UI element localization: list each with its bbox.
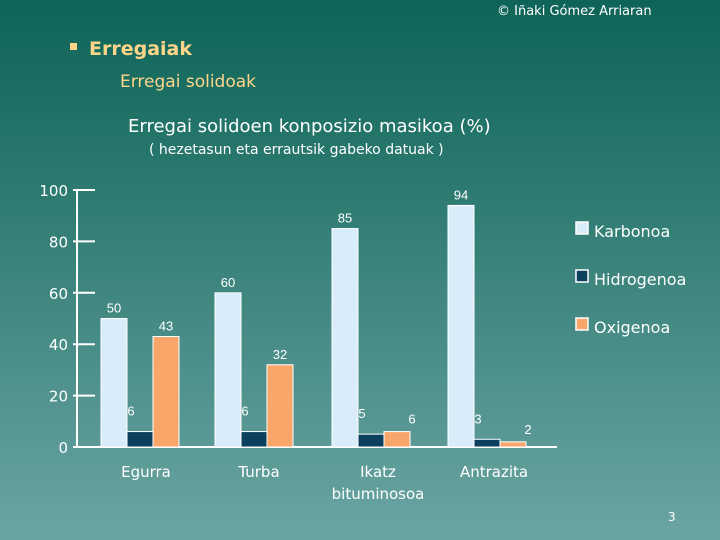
chart-title: Erregai solidoen konposizio masikoa (%) xyxy=(128,116,491,137)
legend-swatch-hidrogenoa xyxy=(575,269,589,283)
y-tick-label: 80 xyxy=(49,233,68,251)
bar-oxigenoa-3 xyxy=(499,441,527,448)
x-tick-label: Antrazita xyxy=(460,463,528,481)
bar-hidrogenoa-1 xyxy=(240,431,268,448)
bar-hidrogenoa-3 xyxy=(473,438,501,448)
legend-label-oxigenoa: Oxigenoa xyxy=(594,318,670,337)
copyright-text: © Iñaki Gómez Arriaran xyxy=(497,4,652,19)
bar-karbonoa-0 xyxy=(100,318,128,448)
data-label: 3 xyxy=(474,411,481,426)
bar-hidrogenoa-0 xyxy=(126,431,154,448)
bar-hidrogenoa-2 xyxy=(357,433,385,448)
y-tick-label: 20 xyxy=(49,388,68,406)
bar-karbonoa-1 xyxy=(214,292,242,448)
bar-oxigenoa-0 xyxy=(152,335,180,448)
x-tick-label: Egurra xyxy=(121,463,171,481)
bar-oxigenoa-1 xyxy=(266,364,294,448)
data-label: 6 xyxy=(127,404,134,419)
x-tick-label: Ikatz xyxy=(360,463,396,481)
data-label: 85 xyxy=(338,211,352,226)
data-label: 6 xyxy=(241,404,248,419)
y-tick-label: 60 xyxy=(49,285,68,303)
chart-subtitle: ( hezetasun eta errautsik gabeko datuak … xyxy=(149,142,444,158)
section-label: Erregaiak xyxy=(89,38,192,60)
y-tick-label: 0 xyxy=(58,439,68,457)
data-label: 60 xyxy=(221,275,235,290)
bar-karbonoa-3 xyxy=(447,204,475,448)
bar-karbonoa-2 xyxy=(331,228,359,448)
page-number: 3 xyxy=(668,510,676,524)
data-label: 32 xyxy=(273,347,287,362)
data-label: 50 xyxy=(107,301,121,316)
legend-label-hidrogenoa: Hidrogenoa xyxy=(594,270,686,289)
section-title: Erregaiak xyxy=(70,38,192,60)
x-tick-label: Turba xyxy=(237,463,279,481)
bar-oxigenoa-2 xyxy=(383,431,411,448)
data-label: 6 xyxy=(408,412,415,427)
x-tick-label: bituminosoa xyxy=(332,485,425,503)
data-label: 43 xyxy=(159,318,173,333)
y-tick-label: 40 xyxy=(49,336,68,354)
y-tick-label: 100 xyxy=(39,182,68,200)
legend-swatch-karbonoa xyxy=(575,221,589,235)
data-label: 94 xyxy=(454,187,468,202)
legend-label-karbonoa: Karbonoa xyxy=(594,222,670,241)
data-label: 2 xyxy=(524,422,531,437)
legend-swatch-oxigenoa xyxy=(575,317,589,331)
subsection-title: Erregai solidoak xyxy=(120,72,256,92)
bullet-icon xyxy=(70,43,77,50)
data-label: 5 xyxy=(358,406,365,421)
